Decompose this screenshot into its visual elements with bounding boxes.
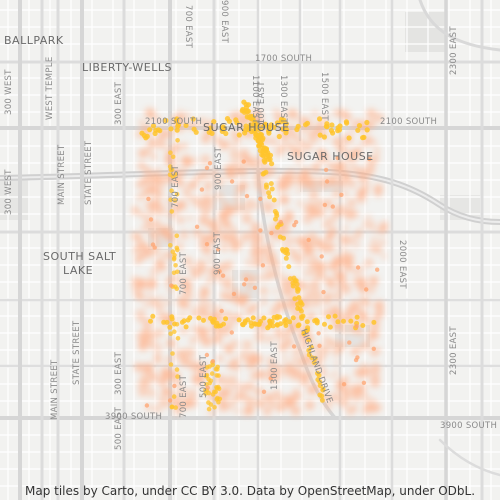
street-3900-south-right: 3900 SOUTH: [440, 421, 497, 431]
street-900-east-top: 900 EAST: [219, 0, 229, 44]
street-2100-south-left: 2100 SOUTH: [145, 117, 202, 127]
street-2300-east-top: 2300 EAST: [449, 26, 459, 75]
street-300-east-b: 300 EAST: [114, 351, 124, 395]
label-liberty-wells: LIBERTY-WELLS: [82, 61, 172, 74]
label-south-salt-lake-2: LAKE: [63, 264, 93, 277]
incident-heat-layer: [130, 107, 389, 417]
label-south-salt-lake-1: SOUTH SALT: [43, 250, 116, 263]
street-state-a: STATE STREET: [84, 140, 94, 205]
street-300-west-b: 300 WEST: [4, 169, 14, 215]
street-main-a: MAIN STREET: [57, 144, 67, 205]
street-1100-east-top: 1100 EAST: [250, 75, 260, 124]
neighborhood-labels: BALLPARK LIBERTY-WELLS SUGAR HOUSE SUGAR…: [4, 34, 374, 277]
street-1700-south: 1700 SOUTH: [255, 54, 312, 64]
street-900-east-bot: 900 EAST: [214, 146, 224, 190]
street-1300-east-bot: 1300 EAST: [270, 341, 280, 390]
street-1300-east-top: 1300 EAST: [278, 75, 288, 124]
street-2100-south-right: 2100 SOUTH: [380, 117, 437, 127]
street-2300-east-bot: 2300 EAST: [449, 326, 459, 375]
street-1500-east-top: 1500 EAST: [319, 72, 329, 121]
street-west-temple: WEST TEMPLE: [45, 57, 55, 121]
street-700-east-low: 700 EAST: [179, 251, 189, 295]
street-1100-east-mid: 1100 EAST: [257, 81, 267, 130]
label-sugar-house-1: SUGAR HOUSE: [203, 121, 290, 134]
street-900-east-mid: 900 EAST: [213, 231, 223, 275]
incident-hotspots: [139, 99, 380, 412]
street-500-east-b: 500 EAST: [114, 406, 124, 450]
label-ballpark: BALLPARK: [4, 34, 64, 47]
street-2000-east: 2000 EAST: [397, 240, 407, 289]
label-sugar-house-2: SUGAR HOUSE: [287, 150, 374, 163]
street-700-east-mid: 700 EAST: [171, 164, 181, 208]
street-3900-south-left: 3900 SOUTH: [105, 412, 162, 422]
street-300-west-a: 300 WEST: [4, 69, 14, 115]
street-500-east-a: 500 EAST: [199, 354, 209, 398]
map-attribution[interactable]: Map tiles by Carto, under CC BY 3.0. Dat…: [24, 484, 476, 498]
street-700-east-top: 700 EAST: [183, 5, 193, 49]
street-300-east-a: 300 EAST: [114, 81, 124, 125]
street-main-b: MAIN STREET: [50, 359, 60, 420]
street-700-east-bot: 700 EAST: [179, 374, 189, 418]
street-state-b: STATE STREET: [72, 320, 82, 385]
